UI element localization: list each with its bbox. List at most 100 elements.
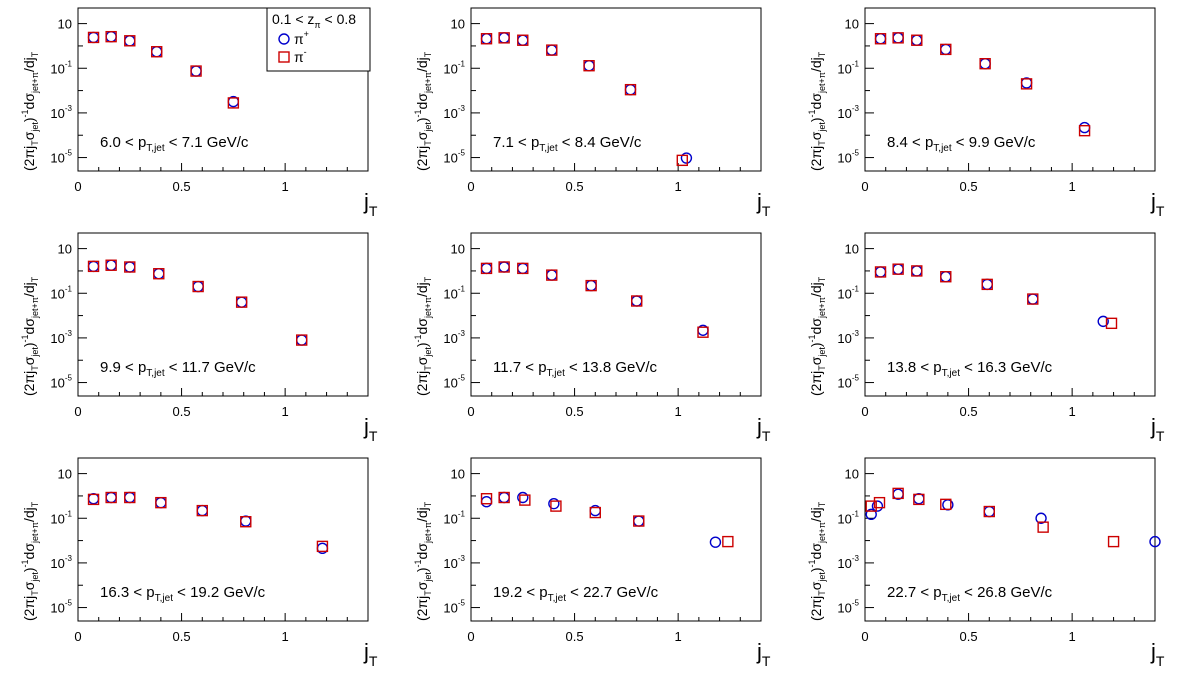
marker-pi-plus: [871, 500, 884, 512]
marker-pi-minus: [911, 34, 923, 46]
marker-pi-plus: [155, 496, 167, 509]
legend-box: [266, 7, 371, 72]
marker-pi-plus: [124, 35, 136, 47]
panel-4: 10 10-1 10-3 10-50 0.5 1 jT (2πjTσjet)-1dσjet+π…: [20, 232, 378, 444]
x-tick-label: 1: [1069, 629, 1076, 644]
marker-pi-plus: [480, 496, 493, 508]
marker-pi-plus: [913, 493, 925, 505]
legend-label-pi-minus: π-: [294, 47, 307, 65]
marker-pi-minus: [1107, 535, 1120, 548]
panel-2: 10 10-1 10-3 10-50 0.5 1 jT (2πjTσjet)-1dσjet+π…: [413, 7, 771, 219]
marker-pi-minus: [517, 262, 529, 275]
marker-pi-plus: [633, 515, 645, 527]
marker-pi-minus: [1020, 78, 1033, 90]
x-axis-label: jT: [363, 639, 378, 669]
marker-pi-plus: [498, 32, 510, 44]
marker-pi-minus: [124, 261, 136, 273]
marker-pi-plus: [124, 261, 136, 273]
marker-pi-minus: [697, 326, 709, 338]
pt-range-label: 19.2 < pT,jet < 22.7 GeV/c: [493, 584, 659, 604]
marker-pi-plus: [709, 536, 722, 548]
x-tick-label: 1: [282, 404, 289, 419]
y-tick-label: 10-1: [50, 509, 72, 526]
marker-pi-plus: [105, 259, 117, 271]
x-tick-label: 0: [861, 179, 868, 194]
x-tick-label: 0.5: [173, 404, 191, 419]
marker-pi-minus: [913, 493, 925, 506]
marker-pi-minus: [316, 540, 329, 553]
marker-pi-plus: [498, 261, 510, 273]
y-tick-label: 10: [58, 467, 72, 482]
marker-pi-minus: [519, 494, 531, 506]
marker-pi-plus: [548, 497, 560, 510]
x-tick-label: 1: [282, 629, 289, 644]
marker-pi-minus: [1105, 317, 1118, 330]
marker-pi-plus: [911, 34, 923, 46]
marker-pi-plus: [631, 295, 643, 307]
marker-pi-minus: [585, 279, 597, 292]
marker-pi-plus: [240, 515, 252, 527]
legend-marker-pi-plus: [278, 33, 290, 45]
marker-pi-minus: [227, 97, 240, 109]
marker-pi-minus: [983, 505, 995, 518]
marker-pi-plus: [296, 334, 308, 346]
marker-pi-plus: [87, 493, 100, 505]
marker-pi-minus: [546, 44, 558, 56]
y-tick-label: 10: [58, 242, 72, 257]
y-tick-label: 10-5: [443, 599, 465, 616]
y-tick-label: 10-3: [50, 104, 72, 121]
marker-pi-minus: [480, 262, 493, 275]
x-axis-label: jT: [363, 414, 378, 444]
marker-pi-plus: [1027, 293, 1039, 305]
x-tick-label: 0.5: [960, 179, 978, 194]
marker-pi-minus: [874, 266, 887, 278]
panel-7: 10 10-1 10-3 10-50 0.5 1 jT (2πjTσjet)-1dσjet+π…: [20, 457, 378, 669]
marker-pi-minus: [105, 259, 117, 271]
marker-pi-minus: [1037, 521, 1049, 533]
marker-pi-plus: [1035, 512, 1047, 524]
marker-pi-plus: [892, 263, 904, 275]
marker-pi-minus: [87, 31, 100, 44]
y-tick-label: 10-5: [837, 599, 859, 616]
marker-pi-plus: [940, 43, 952, 56]
marker-pi-plus: [1097, 315, 1109, 328]
y-tick-label: 10-3: [443, 554, 465, 571]
marker-pi-minus: [546, 269, 558, 281]
y-tick-label: 10-3: [50, 554, 72, 571]
panel-9: 10 10-1 10-3 10-50 0.5 1 jT (2πjTσjet)-1dσjet+π…: [807, 457, 1165, 669]
y-tick-label: 10-1: [50, 59, 72, 76]
marker-pi-plus: [911, 265, 923, 277]
marker-pi-minus: [517, 34, 529, 46]
x-tick-label: 0: [74, 179, 81, 194]
y-tick-label: 10-5: [50, 149, 72, 166]
y-tick-label: 10-5: [443, 374, 465, 391]
panel-6: 10 10-1 10-3 10-50 0.5 1 jT (2πjTσjet)-1dσjet+π…: [807, 232, 1165, 444]
marker-pi-plus: [546, 44, 558, 56]
marker-pi-minus: [105, 491, 117, 504]
marker-pi-plus: [105, 491, 117, 504]
marker-pi-plus: [87, 260, 100, 273]
marker-pi-plus: [480, 262, 493, 275]
marker-pi-minus: [940, 271, 952, 283]
marker-pi-plus: [585, 279, 597, 292]
y-tick-label: 10: [845, 242, 859, 257]
marker-pi-minus: [105, 30, 117, 43]
marker-pi-plus: [190, 65, 202, 77]
marker-pi-minus: [865, 500, 877, 512]
y-axis-label: (2πjTσjet)-1dσjet+π/djT: [807, 276, 827, 396]
marker-pi-plus: [517, 491, 529, 504]
marker-pi-minus: [1078, 124, 1091, 137]
pt-range-label: 11.7 < pT,jet < 13.8 GeV/c: [493, 359, 658, 379]
marker-pi-minus: [624, 83, 637, 96]
marker-pi-minus: [498, 491, 510, 504]
y-tick-label: 10-1: [837, 284, 859, 301]
x-tick-label: 1: [1069, 179, 1076, 194]
marker-pi-minus: [633, 515, 645, 527]
panel-3: 10 10-1 10-3 10-50 0.5 1 jT (2πjTσjet)-1dσjet+π…: [807, 7, 1165, 219]
legend-label-pi-plus: π+: [294, 29, 309, 47]
x-tick-label: 0.5: [566, 179, 584, 194]
marker-pi-plus: [151, 46, 163, 58]
marker-pi-plus: [235, 296, 248, 308]
marker-pi-minus: [153, 268, 165, 280]
